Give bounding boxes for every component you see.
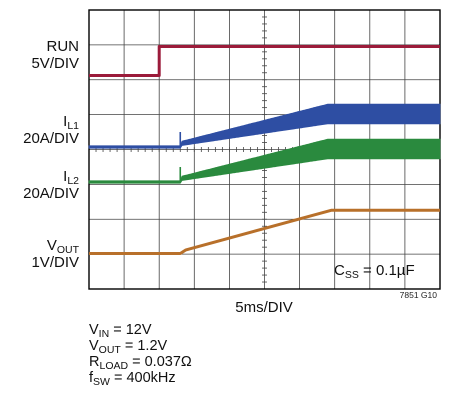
run-label: RUN 5V/DIV <box>31 38 79 72</box>
run-name: RUN <box>46 38 80 55</box>
x-axis-label: 5ms/DIV <box>235 299 293 316</box>
run-scale: 5V/DIV <box>31 55 79 72</box>
css-annotation: CSS = 0.1µF <box>334 262 415 281</box>
vout-trace <box>89 208 440 255</box>
vout-name: VOUT <box>46 237 79 256</box>
il2-trace <box>88 138 441 184</box>
vout-label: VOUT 1V/DIV <box>31 237 79 271</box>
condition-vout: VOUT = 1.2V <box>89 338 168 356</box>
run-trace <box>89 45 440 77</box>
test-conditions: VIN = 12V VOUT = 1.2V RLOAD = 0.037Ω fSW… <box>89 322 192 388</box>
il1-trace <box>88 103 441 149</box>
il1-name: IL1 <box>63 113 79 132</box>
il2-name: IL2 <box>63 168 79 187</box>
figure-id: 7851 G10 <box>400 290 438 300</box>
il1-label: IL1 20A/DIV <box>23 113 79 147</box>
il1-scale: 20A/DIV <box>23 130 79 147</box>
condition-vin: VIN = 12V <box>89 322 152 340</box>
condition-rload: RLOAD = 0.037Ω <box>89 354 192 372</box>
condition-fsw: fSW = 400kHz <box>89 370 176 388</box>
vout-scale: 1V/DIV <box>31 254 79 271</box>
traces <box>88 45 441 255</box>
il2-scale: 20A/DIV <box>23 185 79 202</box>
il2-label: IL2 20A/DIV <box>23 168 79 202</box>
